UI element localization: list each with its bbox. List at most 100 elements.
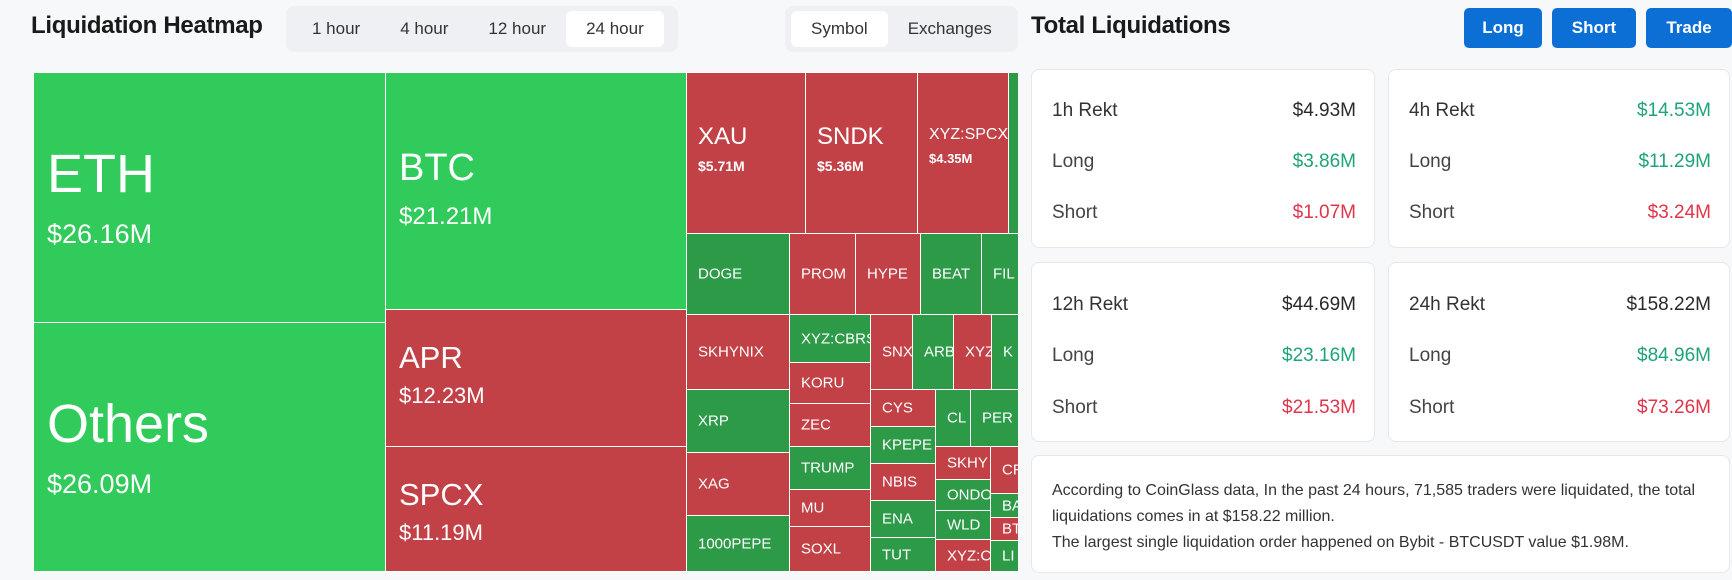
card-long-row: Long $84.96M: [1409, 345, 1711, 367]
cell-symbol: DOGE: [698, 265, 743, 283]
long-label: Long: [1409, 345, 1452, 366]
treemap-cell-ba[interactable]: BA: [990, 493, 1018, 518]
cell-symbol: Others: [47, 394, 210, 454]
treemap-cell-doge[interactable]: DOGE: [686, 233, 790, 315]
treemap-cell-cys[interactable]: CYS: [870, 389, 936, 427]
treemap-cell-fil[interactable]: FIL: [981, 233, 1018, 315]
short-value: $3.24M: [1647, 202, 1711, 223]
treemap-cell-zec[interactable]: ZEC: [789, 403, 871, 447]
long-label: Long: [1052, 151, 1095, 172]
treemap-cell-prom[interactable]: PROM: [789, 233, 856, 315]
treemap-cell-xyz-cbrs[interactable]: XYZ:CBRS: [789, 314, 871, 363]
treemap-cell-li[interactable]: LI: [990, 540, 1018, 572]
total-liquidations-title: Total Liquidations: [1031, 12, 1231, 39]
treemap-cell-snx[interactable]: SNX: [870, 314, 913, 390]
treemap-cell-apr[interactable]: APR $12.23M: [385, 309, 687, 447]
treemap-cell-spcx[interactable]: SPCX $11.19M: [385, 446, 687, 572]
treemap-cell-btc[interactable]: BTC $21.21M: [385, 72, 687, 310]
card-long-row: Long $23.16M: [1052, 345, 1356, 367]
card-header-row: 4h Rekt $14.53M: [1409, 100, 1711, 122]
treemap-cell-unlabeled[interactable]: [1008, 72, 1018, 234]
long-button[interactable]: Long: [1464, 8, 1542, 48]
treemap-cell-xrp[interactable]: XRP: [686, 389, 790, 453]
long-value: $11.29M: [1638, 151, 1711, 172]
card-header-row: 12h Rekt $44.69M: [1052, 294, 1356, 316]
cell-symbol: BA: [1002, 497, 1018, 514]
tab-12-hour[interactable]: 12 hour: [488, 19, 547, 38]
card-total: $4.93M: [1292, 100, 1356, 121]
heatmap-title: Liquidation Heatmap: [31, 12, 263, 39]
treemap-cell-xag[interactable]: XAG: [686, 452, 790, 516]
treemap-cell-wld[interactable]: WLD: [935, 510, 991, 540]
treemap-cell-trump[interactable]: TRUMP: [789, 446, 871, 490]
long-value: $84.96M: [1637, 345, 1711, 366]
treemap-cell-skhy[interactable]: SKHY: [935, 446, 991, 480]
tab-exchanges[interactable]: Exchanges: [907, 19, 992, 38]
treemap-cell-mu[interactable]: MU: [789, 489, 871, 527]
cell-symbol: ONDO: [947, 486, 991, 504]
short-value: $21.53M: [1282, 397, 1356, 418]
time-range-tabs: 1 hour 4 hour 12 hour 24 hour: [286, 6, 678, 52]
card-title: 1h Rekt: [1052, 100, 1118, 121]
cell-symbol: XAU: [698, 123, 748, 150]
card-short-row: Short $21.53M: [1052, 397, 1356, 419]
treemap-cell-xau[interactable]: XAU $5.71M: [686, 72, 806, 234]
treemap-cell-cl[interactable]: CL: [935, 389, 971, 447]
card-24h-rekt: 24h Rekt $158.22M Long $84.96M Short $73.26…: [1388, 262, 1730, 442]
treemap-cell-eth[interactable]: ETH $26.16M: [33, 72, 386, 323]
treemap-cell-ondo[interactable]: ONDO: [935, 479, 991, 511]
cell-symbol: CR: [1002, 461, 1018, 479]
treemap-cell-soxl[interactable]: SOXL: [789, 526, 871, 572]
cell-symbol: SPCX: [399, 477, 484, 512]
cell-value: $26.16M: [47, 219, 153, 249]
treemap-cell-k[interactable]: K: [991, 314, 1018, 390]
cell-symbol: CL: [947, 409, 967, 427]
cell-symbol: KORU: [801, 374, 845, 392]
treemap-cell-xyz[interactable]: XYZ: [953, 314, 992, 390]
treemap-cell-others[interactable]: Others $26.09M: [33, 322, 386, 572]
cell-symbol: PER: [982, 409, 1013, 427]
treemap-cell-hype[interactable]: HYPE: [855, 233, 921, 315]
tab-4-hour[interactable]: 4 hour: [400, 19, 449, 38]
treemap-cell-xyz-c[interactable]: XYZ:C: [935, 539, 991, 572]
short-label: Short: [1409, 397, 1455, 418]
cell-symbol: SNDK: [817, 123, 884, 150]
trade-button[interactable]: Trade: [1646, 8, 1732, 48]
cell-symbol: XAG: [698, 475, 730, 493]
short-value: $1.07M: [1292, 202, 1356, 223]
short-button[interactable]: Short: [1552, 8, 1636, 48]
cell-symbol: FIL: [993, 265, 1015, 283]
treemap-cell-bt[interactable]: BT: [990, 517, 1018, 541]
cell-symbol: ETH: [47, 144, 155, 204]
treemap-cell-tut[interactable]: TUT: [870, 537, 936, 572]
treemap-cell-koru[interactable]: KORU: [789, 362, 871, 404]
treemap-cell-per[interactable]: PER: [970, 389, 1018, 447]
tab-1-hour[interactable]: 1 hour: [312, 19, 361, 38]
treemap-cell-ena[interactable]: ENA: [870, 500, 936, 538]
short-label: Short: [1052, 202, 1098, 223]
card-short-row: Short $73.26M: [1409, 397, 1711, 419]
cell-symbol: KPEPE: [882, 436, 933, 454]
card-4h-rekt: 4h Rekt $14.53M Long $11.29M Short $3.24M: [1388, 69, 1730, 248]
long-value: $23.16M: [1282, 345, 1356, 366]
treemap-cell-skhynix[interactable]: SKHYNIX: [686, 314, 790, 390]
cell-symbol: MU: [801, 499, 825, 517]
cell-symbol: PROM: [801, 265, 846, 283]
card-title: 4h Rekt: [1409, 100, 1475, 121]
treemap-cell-arb[interactable]: ARB: [912, 314, 954, 390]
treemap-cell-1000pepe[interactable]: 1000PEPE: [686, 515, 790, 572]
treemap-cell-sndk[interactable]: SNDK $5.36M: [805, 72, 918, 234]
tab-24-hour[interactable]: 24 hour: [566, 11, 664, 47]
treemap-cell-xyz-spcx[interactable]: XYZ:SPCX $4.35M: [917, 72, 1009, 234]
treemap-cell-cr[interactable]: CR: [990, 446, 1018, 494]
cell-symbol: K: [1003, 343, 1014, 361]
treemap-cell-beat[interactable]: BEAT: [920, 233, 982, 315]
card-header-row: 1h Rekt $4.93M: [1052, 100, 1356, 122]
card-header-row: 24h Rekt $158.22M: [1409, 294, 1711, 316]
cell-symbol: CYS: [882, 399, 913, 417]
liquidation-treemap: ETH $26.16M Others $26.09M BTC $21.21M APR $…: [33, 72, 1018, 572]
tab-symbol[interactable]: Symbol: [791, 11, 888, 47]
treemap-cell-kpepe[interactable]: KPEPE: [870, 426, 936, 464]
card-long-row: Long $3.86M: [1052, 151, 1356, 173]
treemap-cell-nbis[interactable]: NBIS: [870, 463, 936, 501]
